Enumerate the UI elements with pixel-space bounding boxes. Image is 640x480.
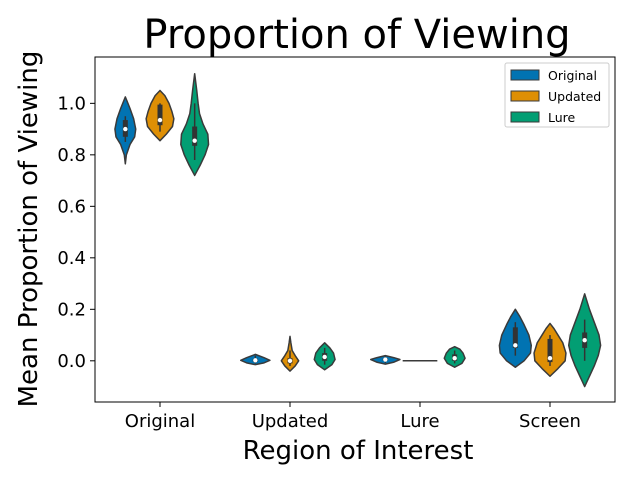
x-tick-label: Lure <box>400 411 439 432</box>
median-point-original-screen <box>513 343 518 348</box>
legend-label-lure: Lure <box>548 110 576 125</box>
legend-swatch-original <box>510 69 540 81</box>
y-axis-ticks: 0.0 0.2 0.4 0.6 0.8 1.0 <box>57 93 95 372</box>
x-axis-ticks: Original Updated Lure Screen <box>125 402 581 432</box>
median-point-lure-updated <box>322 354 327 360</box>
y-tick-label: 0.0 <box>57 351 86 372</box>
legend-label-original: Original <box>548 68 597 83</box>
violin-group <box>114 72 602 388</box>
y-tick-label: 0.4 <box>57 248 86 269</box>
y-tick-label: 0.6 <box>57 196 86 217</box>
iqr-box-original-screen <box>512 327 518 348</box>
median-point-original-lure <box>383 357 388 362</box>
y-tick-label: 0.8 <box>57 145 86 166</box>
iqr-box-updated-original <box>157 104 163 126</box>
x-tick-label: Updated <box>252 411 329 432</box>
x-tick-label: Original <box>125 411 195 432</box>
iqr-box-lure-original <box>192 126 198 146</box>
legend-swatch-lure <box>510 111 540 123</box>
x-axis-label: Region of Interest <box>243 436 474 466</box>
median-point-lure-lure <box>452 356 457 361</box>
plot-frame <box>94 56 616 403</box>
y-axis-label: Mean Proportion of Viewing <box>14 51 44 408</box>
iqr-box-updated-screen <box>547 338 553 363</box>
chart-title: Proportion of Viewing <box>143 12 570 58</box>
median-point-lure-screen <box>582 338 587 343</box>
median-point-updated-updated <box>287 358 293 364</box>
median-point-updated-screen <box>547 356 553 361</box>
y-tick-label: 0.2 <box>57 299 86 320</box>
legend-label-updated: Updated <box>548 89 601 104</box>
legend-swatch-updated <box>510 90 540 102</box>
median-point-original-original <box>123 126 128 132</box>
median-point-lure-original <box>192 138 197 143</box>
x-tick-label: Screen <box>519 411 581 432</box>
median-point-updated-original <box>157 117 163 123</box>
y-tick-label: 1.0 <box>57 93 86 114</box>
median-point-original-updated <box>253 358 258 363</box>
legend: Original Updated Lure <box>504 62 610 128</box>
